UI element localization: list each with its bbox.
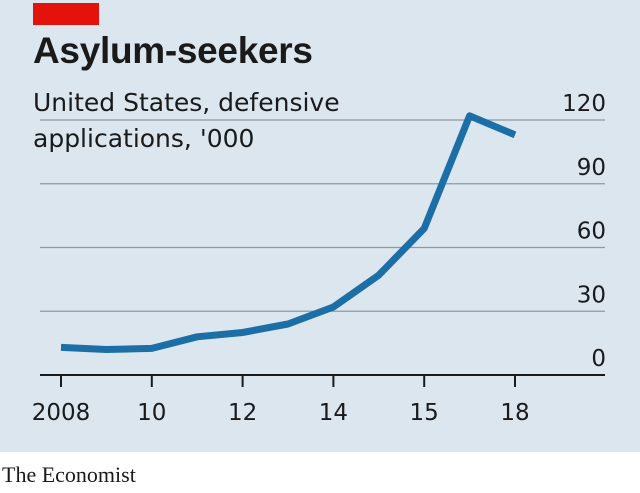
x-tick-label-2010: 10 [137,400,166,426]
chart-subtitle-line-1: United States, defensive [33,88,340,117]
y-tick-label-120: 120 [562,91,606,117]
x-tick-label-2014: 14 [319,400,348,426]
chart-title: Asylum-seekers [33,30,313,71]
x-tick-label-2016: 15 [410,400,439,426]
y-tick-label-60: 60 [577,219,606,245]
x-tick-label-2018: 18 [500,400,529,426]
chart-subtitle-line-2: applications, '000 [33,124,255,153]
series-line-0 [60,112,517,353]
x-tick-label-2008: 2008 [32,400,91,426]
source-credit: The Economist [2,462,136,487]
y-tick-label-0: 0 [591,346,606,372]
series-layer [60,112,517,353]
gridlines [40,119,605,312]
y-tick-label-90: 90 [577,155,606,181]
x-tick-labels: 2008 10 12 14 15 18 [32,400,530,426]
x-axis [40,374,605,387]
x-tick-label-2012: 12 [228,400,257,426]
y-tick-labels: 0 30 60 90 120 [562,91,606,372]
y-tick-label-30: 30 [577,282,606,308]
chart-panel [0,0,640,452]
line-chart: 0 30 60 90 120 2008 10 12 14 15 18 [32,91,606,426]
brand-tag [33,3,99,25]
